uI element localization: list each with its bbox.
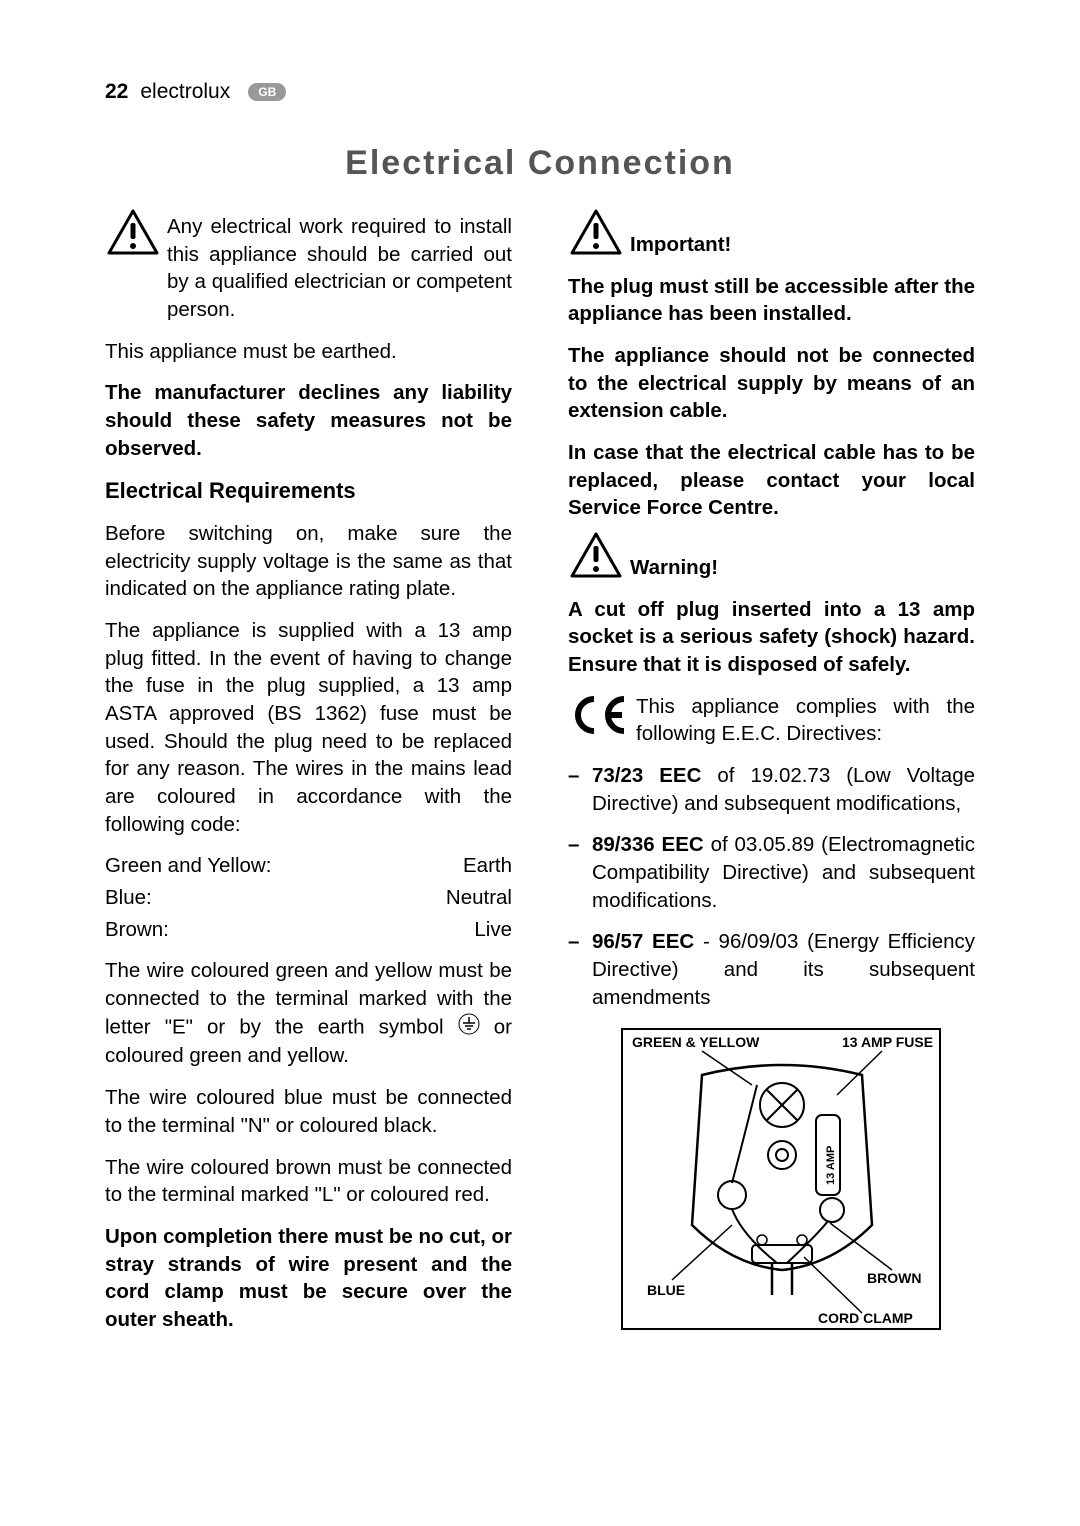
diagram-label-bottom-left: BLUE <box>647 1282 685 1298</box>
cutoff-plug-text: A cut off plug inserted into a 13 amp so… <box>568 596 975 679</box>
ce-mark-icon <box>568 693 628 745</box>
list-item: – 89/336 EEC of 03.05.89 (Electromagneti… <box>568 831 975 914</box>
table-row: Green and Yellow: Earth <box>105 852 512 880</box>
requirements-heading: Electrical Requirements <box>105 476 512 506</box>
diagram-label-cord: CORD CLAMP <box>818 1310 913 1326</box>
green-pre: The wire coloured green and yellow must … <box>105 959 512 1038</box>
wire-value: Live <box>474 916 512 944</box>
table-row: Brown: Live <box>105 916 512 944</box>
table-row: Blue: Neutral <box>105 884 512 912</box>
directive-lead: 89/336 EEC <box>592 833 704 856</box>
bullet-dash: – <box>568 762 582 817</box>
page-number: 22 <box>105 80 128 104</box>
requirements-p1: Before switching on, make sure the elect… <box>105 520 512 603</box>
right-column: Important! The plug must still be access… <box>568 213 975 1348</box>
page-title: Electrical Connection <box>105 144 975 183</box>
directive-lead: 73/23 EEC <box>592 764 701 787</box>
wire-color-table: Green and Yellow: Earth Blue: Neutral Br… <box>105 852 512 943</box>
caution-icon <box>105 207 161 257</box>
wire-label: Green and Yellow: <box>105 852 271 880</box>
caution-icon <box>568 207 624 257</box>
brand-name: electrolux <box>140 80 230 104</box>
wire-label: Blue: <box>105 884 152 912</box>
completion-text: Upon completion there must be no cut, or… <box>105 1223 512 1334</box>
left-column: Any electrical work required to install … <box>105 213 512 1348</box>
diagram-label-top-left: GREEN & YELLOW <box>632 1034 760 1050</box>
warning-block: Warning! <box>568 536 975 596</box>
bullet-dash: – <box>568 831 582 914</box>
list-item: – 96/57 EEC - 96/09/03 (Energy Efficienc… <box>568 928 975 1011</box>
diagram-label-bottom-right: BROWN <box>867 1270 921 1286</box>
no-extension-text: The appliance should not be connected to… <box>568 342 975 425</box>
warning-label: Warning! <box>630 554 975 582</box>
region-badge: GB <box>248 83 286 101</box>
wire-label: Brown: <box>105 916 169 944</box>
caution-icon <box>568 530 624 580</box>
intro-block: Any electrical work required to install … <box>105 213 512 338</box>
directives-list: – 73/23 EEC of 19.02.73 (Low Voltage Dir… <box>568 762 975 1011</box>
important-block: Important! <box>568 213 975 273</box>
liability-text: The manufacturer declines any liability … <box>105 379 512 462</box>
intro-text: Any electrical work required to install … <box>167 213 512 324</box>
ce-block: This appliance complies with the followi… <box>568 693 975 762</box>
plug-wiring-diagram: GREEN & YELLOW 13 AMP FUSE <box>568 1025 975 1335</box>
ce-text: This appliance complies with the followi… <box>636 693 975 748</box>
list-item: – 73/23 EEC of 19.02.73 (Low Voltage Dir… <box>568 762 975 817</box>
wire-value: Earth <box>463 852 512 880</box>
page-content: 22 electrolux GB Electrical Connection A… <box>105 80 975 1348</box>
important-label: Important! <box>630 231 975 259</box>
earthed-text: This appliance must be earthed. <box>105 338 512 366</box>
wire-value: Neutral <box>446 884 512 912</box>
directive-lead: 96/57 EEC <box>592 930 694 953</box>
two-column-layout: Any electrical work required to install … <box>105 213 975 1348</box>
plug-accessible-text: The plug must still be accessible after … <box>568 273 975 328</box>
fuse-marking: 13 AMP <box>825 1146 837 1185</box>
page-header: 22 electrolux GB <box>105 80 975 104</box>
cable-replace-text: In case that the electrical cable has to… <box>568 439 975 522</box>
bullet-dash: – <box>568 928 582 1011</box>
brown-wire-text: The wire coloured brown must be connecte… <box>105 1154 512 1209</box>
requirements-p2: The appliance is supplied with a 13 amp … <box>105 617 512 838</box>
diagram-label-top-right: 13 AMP FUSE <box>842 1034 933 1050</box>
earth-symbol-icon <box>458 1013 480 1043</box>
green-wire-text: The wire coloured green and yellow must … <box>105 957 512 1070</box>
blue-wire-text: The wire coloured blue must be connected… <box>105 1084 512 1139</box>
